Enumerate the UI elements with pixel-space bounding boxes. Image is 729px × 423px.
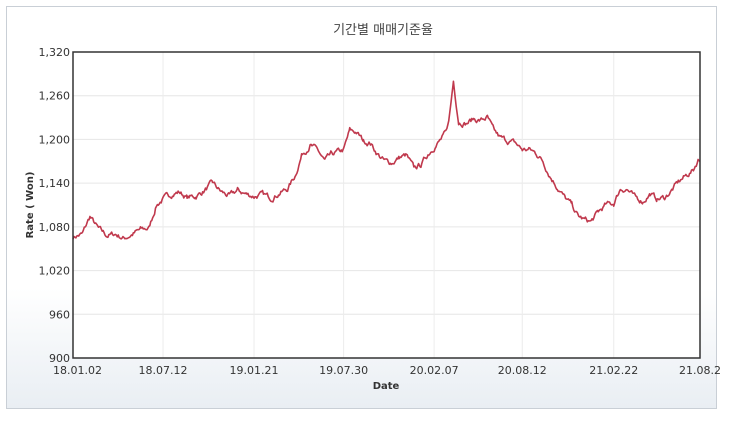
x-tick-label: 18.01.02 xyxy=(53,364,102,377)
y-tick-label: 1,320 xyxy=(39,46,71,59)
y-tick-label: 1,080 xyxy=(39,221,71,234)
x-tick-label: 18.07.12 xyxy=(139,364,188,377)
x-tick-label: 20.02.07 xyxy=(410,364,459,377)
y-axis-ticks: 1,320 1,260 1,200 1,140 1,080 1,020 960 900 xyxy=(39,46,71,365)
x-tick-label: 21.08.2 xyxy=(679,364,721,377)
y-tick-label: 1,260 xyxy=(39,90,71,103)
y-tick-label: 900 xyxy=(49,352,70,365)
y-axis-title: Rate ( Won) xyxy=(25,172,36,239)
y-tick-label: 960 xyxy=(49,308,70,321)
x-axis-title: Date xyxy=(373,381,400,392)
y-tick-label: 1,140 xyxy=(39,177,71,190)
x-tick-label: 21.02.22 xyxy=(589,364,638,377)
x-tick-label: 19.01.21 xyxy=(230,364,279,377)
plot-area xyxy=(73,52,700,358)
x-tick-label: 19.07.30 xyxy=(319,364,368,377)
rate-series-line xyxy=(72,80,701,240)
y-tick-label: 1,200 xyxy=(39,133,71,146)
x-tick-label: 20.08.12 xyxy=(498,364,547,377)
chart-title: 기간별 매매기준율 xyxy=(333,23,433,38)
y-tick-label: 1,020 xyxy=(39,265,71,278)
x-axis-ticks: 18.01.02 18.07.12 19.01.21 19.07.30 20.02.07… xyxy=(53,364,721,377)
plot-border xyxy=(72,51,701,359)
